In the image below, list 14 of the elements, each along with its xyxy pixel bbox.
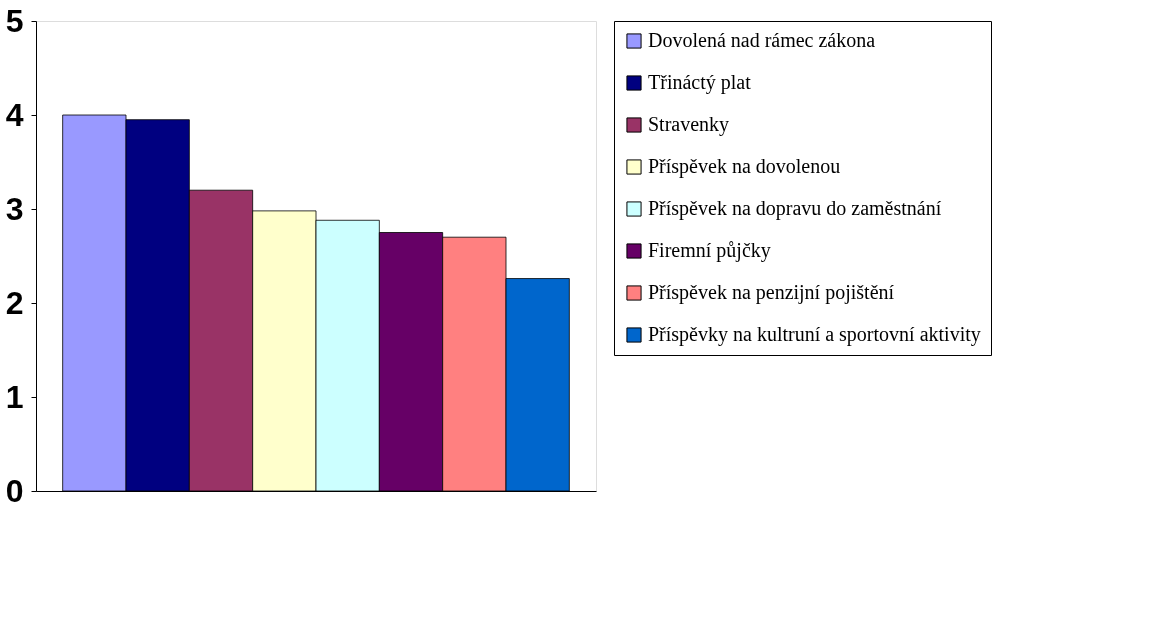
legend-label: Příspěvek na penzijní pojištění bbox=[648, 281, 895, 304]
legend-label: Příspěvek na dopravu do zaměstnání bbox=[648, 197, 942, 220]
legend-label: Příspěvky na kultruní a sportovní aktivity bbox=[648, 323, 981, 346]
legend-label: Dovolená nad rámec zákona bbox=[648, 29, 876, 51]
legend-label: Třináctý plat bbox=[648, 71, 752, 94]
y-tick-label: 3 bbox=[5, 190, 24, 227]
legend-label: Firemní půjčky bbox=[648, 239, 771, 262]
y-tick-label: 2 bbox=[5, 284, 24, 321]
y-tick-label: 1 bbox=[5, 378, 24, 415]
y-tick-label: 0 bbox=[5, 472, 24, 509]
y-tick-label: 4 bbox=[5, 96, 24, 133]
legend-label: Příspěvek na dovolenou bbox=[648, 155, 841, 178]
legend-label: Stravenky bbox=[648, 113, 730, 136]
y-tick-label: 5 bbox=[5, 2, 24, 39]
